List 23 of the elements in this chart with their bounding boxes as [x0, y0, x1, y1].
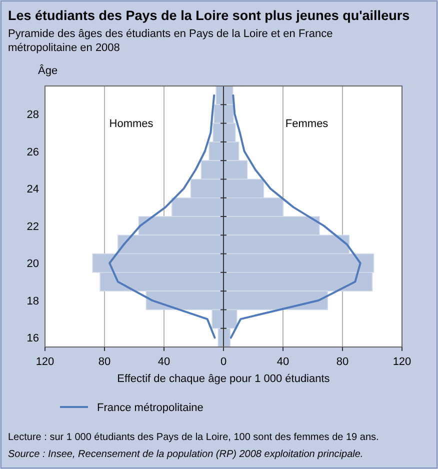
y-tick-label: 24	[26, 184, 39, 196]
y-tick-label: 22	[26, 220, 39, 233]
x-tick-label: 0	[220, 356, 227, 368]
x-tick-label: 40	[158, 356, 170, 368]
text: Lecture : sur 1 000 étudiants des Pays de la Loire, 100 sont des femmes de 19 ans.	[8, 432, 379, 443]
x-axis-title: Effectif de chaque âge pour 1 000 étudiants	[117, 373, 330, 385]
legend-label: France métropolitaine	[97, 402, 204, 414]
y-tick-label: 18	[26, 295, 39, 308]
y-tick-label: 28	[26, 108, 39, 121]
y-tick-label: 20	[26, 258, 39, 270]
annotation: Femmes	[285, 118, 329, 130]
chart-subtitle: Pyramide des âges des étudiants en Pays de la Loire et en France métropolitaine en 2008	[8, 28, 333, 54]
source-note: Source : Insee, Recensement de la population (RP) 2008 exploitation principale.	[8, 449, 364, 460]
y-axis-title: Âge	[38, 64, 58, 77]
x-tick-label: 120	[392, 356, 412, 368]
x-tick-label: 80	[98, 356, 111, 368]
chart-title: Les étudiants des Pays de la Loire sont plus jeunes qu'ailleurs	[8, 8, 410, 23]
x-tick-label: 120	[36, 356, 54, 368]
y-tick-label: 26	[26, 146, 39, 158]
x-tick-label: 40	[276, 356, 290, 368]
x-tick-label: 80	[336, 356, 349, 368]
y-tick-label: 16	[26, 332, 39, 345]
annotation: Hommes	[109, 118, 154, 130]
